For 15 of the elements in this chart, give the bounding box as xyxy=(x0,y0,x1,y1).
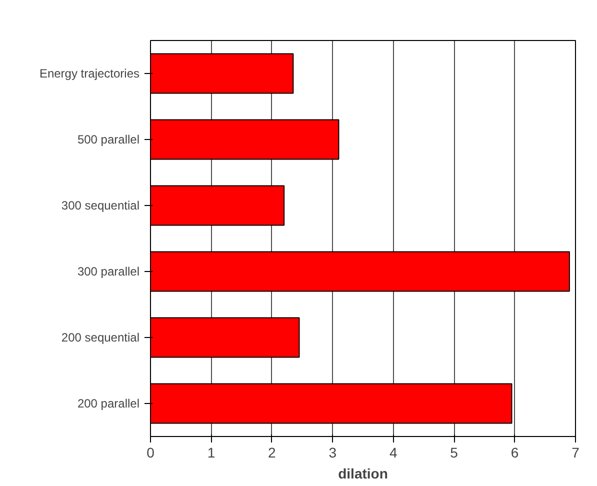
x-tick-label: 2 xyxy=(268,444,276,460)
y-tick-label: 200 parallel xyxy=(77,396,140,410)
x-tick-label: 3 xyxy=(328,444,337,460)
x-tick-label: 1 xyxy=(207,444,216,460)
x-tick-label: 7 xyxy=(572,444,580,460)
x-axis-title: dilation xyxy=(338,466,388,482)
x-tick-label: 4 xyxy=(389,444,398,460)
y-tick-label: 300 sequential xyxy=(61,198,140,212)
x-tick-label: 6 xyxy=(510,444,519,460)
y-tick-label: 500 parallel xyxy=(77,132,140,146)
x-tick-label: 0 xyxy=(146,444,155,460)
x-tick-label: 5 xyxy=(450,444,458,460)
y-tick-label: 300 parallel xyxy=(77,264,140,278)
y-tick-label: 200 sequential xyxy=(61,330,140,344)
y-tick-label: Energy trajectories xyxy=(39,66,140,80)
